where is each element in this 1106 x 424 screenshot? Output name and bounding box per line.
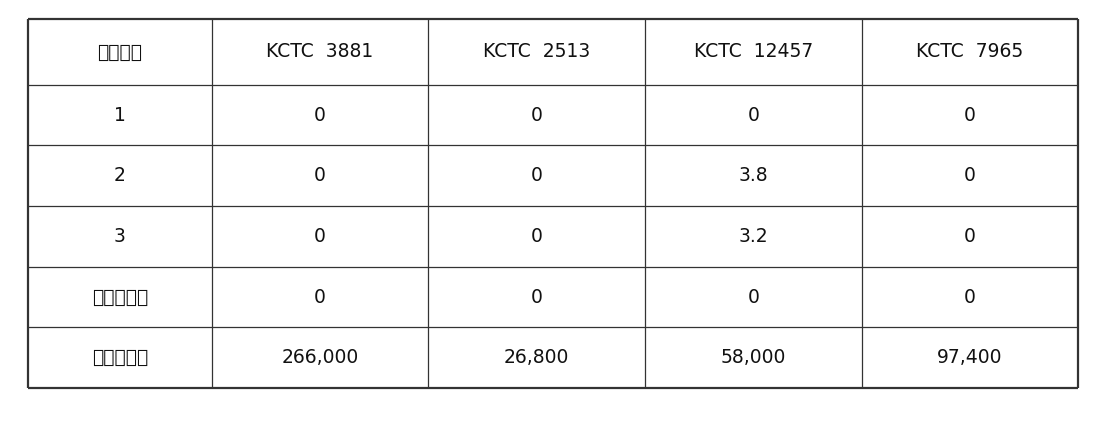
Text: 266,000: 266,000 [281, 348, 358, 367]
Text: 97,400: 97,400 [937, 348, 1003, 367]
Text: 0: 0 [314, 106, 326, 125]
Text: 26,800: 26,800 [504, 348, 570, 367]
Text: 2: 2 [114, 166, 126, 185]
Text: 0: 0 [964, 287, 975, 307]
Text: 양성대조군: 양성대조군 [92, 287, 148, 307]
Text: 3.8: 3.8 [739, 166, 769, 185]
Text: 0: 0 [314, 166, 326, 185]
Text: KCTC  3881: KCTC 3881 [267, 42, 374, 61]
Text: 음성대조군: 음성대조군 [92, 348, 148, 367]
Text: KCTC  7965: KCTC 7965 [917, 42, 1024, 61]
Text: 0: 0 [964, 106, 975, 125]
Text: 0: 0 [964, 166, 975, 185]
Text: 1: 1 [114, 106, 126, 125]
Text: 0: 0 [748, 106, 760, 125]
Text: 관리용품: 관리용품 [97, 42, 143, 61]
Text: 0: 0 [314, 287, 326, 307]
Text: 0: 0 [964, 227, 975, 246]
Text: 0: 0 [748, 287, 760, 307]
Text: 3.2: 3.2 [739, 227, 769, 246]
Text: KCTC  2513: KCTC 2513 [483, 42, 591, 61]
Text: 0: 0 [314, 227, 326, 246]
Text: 3: 3 [114, 227, 126, 246]
Text: 0: 0 [531, 106, 543, 125]
Text: 0: 0 [531, 227, 543, 246]
Text: 0: 0 [531, 287, 543, 307]
Text: KCTC  12457: KCTC 12457 [693, 42, 813, 61]
Text: 0: 0 [531, 166, 543, 185]
Text: 58,000: 58,000 [721, 348, 786, 367]
